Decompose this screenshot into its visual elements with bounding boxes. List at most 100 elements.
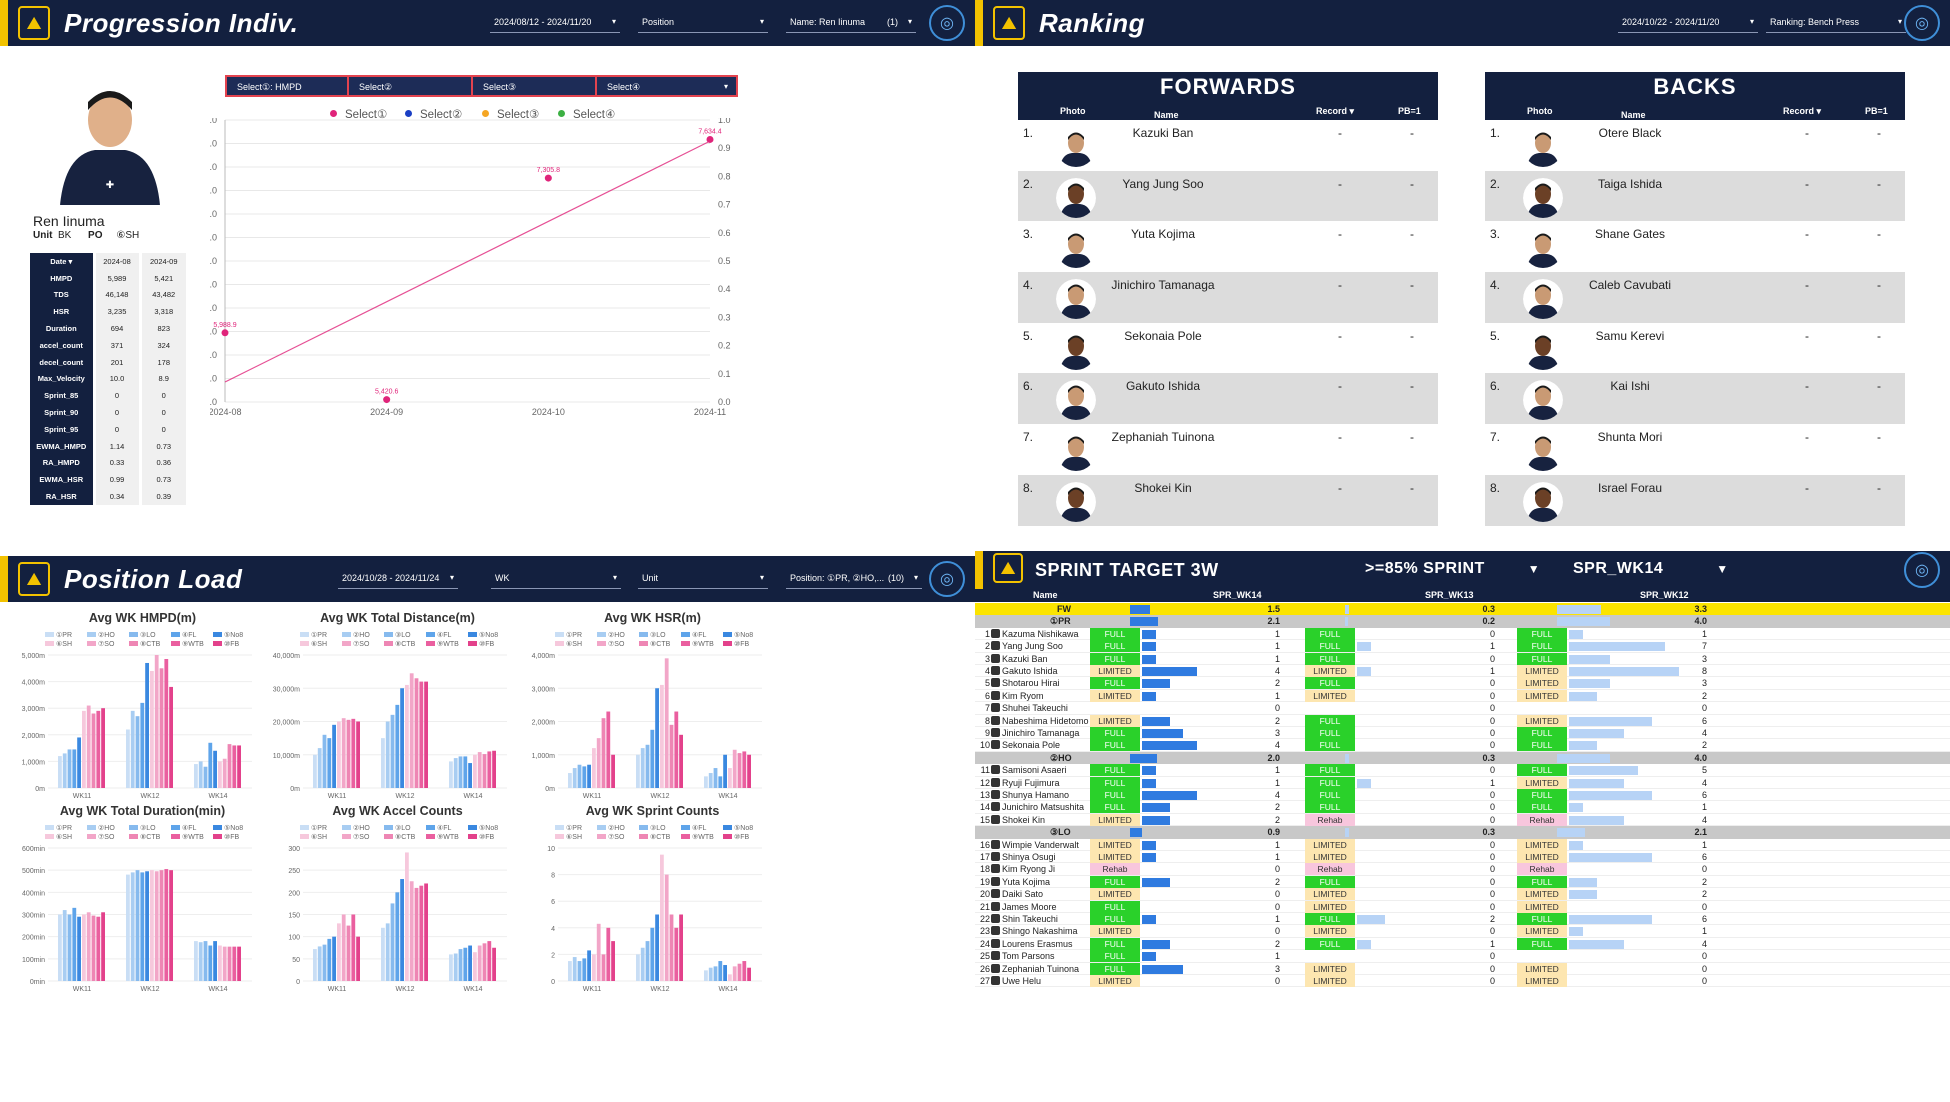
bar[interactable] [424, 883, 428, 981]
bar[interactable] [650, 927, 655, 981]
bar[interactable] [636, 754, 640, 788]
bar[interactable] [742, 961, 747, 981]
data-point[interactable] [383, 396, 391, 404]
bar[interactable] [67, 914, 72, 982]
bar[interactable] [86, 705, 91, 788]
bar[interactable] [154, 871, 159, 981]
bar[interactable] [208, 742, 213, 788]
bar[interactable] [487, 751, 492, 788]
bar[interactable] [713, 768, 718, 788]
bar[interactable] [640, 748, 645, 788]
bar[interactable] [409, 673, 414, 788]
bar[interactable] [58, 914, 62, 982]
bar[interactable] [582, 766, 587, 788]
bar[interactable] [655, 688, 659, 788]
bar[interactable] [101, 708, 105, 788]
bar[interactable] [482, 943, 487, 981]
bar[interactable] [395, 892, 400, 981]
bar[interactable] [237, 946, 241, 981]
bar[interactable] [96, 916, 101, 981]
bar[interactable] [77, 737, 81, 788]
bar[interactable] [679, 914, 683, 982]
bar[interactable] [337, 923, 341, 981]
bar[interactable] [198, 942, 203, 981]
bar[interactable] [582, 958, 587, 981]
bar[interactable] [150, 870, 154, 981]
bar[interactable] [592, 954, 596, 981]
bar[interactable] [592, 748, 596, 788]
bar[interactable] [463, 947, 468, 981]
player-row[interactable]: 9 Jinichiro Tamanaga FULL 3 FULL 0 FULL 4 [975, 727, 1950, 740]
bar[interactable] [91, 713, 96, 788]
bar[interactable] [82, 914, 86, 982]
bar[interactable] [492, 947, 496, 981]
bar[interactable] [453, 953, 458, 981]
bar[interactable] [409, 881, 414, 981]
bar[interactable] [473, 754, 477, 788]
bar[interactable] [449, 954, 453, 981]
player-row[interactable]: 12 Ryuji Fujimura FULL 1 FULL 1 LIMITED 4 [975, 776, 1950, 789]
position-group-row[interactable]: ②HO 2.0 0.3 4.0 [975, 751, 1950, 765]
legend-item-3[interactable]: Select③ [482, 107, 539, 121]
sprint-threshold-select[interactable]: >=85% SPRINT ▼ [1365, 560, 1541, 577]
bar[interactable] [91, 915, 96, 981]
bar[interactable] [96, 710, 101, 788]
bar[interactable] [660, 684, 664, 788]
bar[interactable] [67, 749, 72, 788]
position-group-row[interactable]: ①PR 2.1 0.2 4.0 [975, 615, 1950, 628]
bar[interactable] [86, 912, 91, 981]
player-row[interactable]: 21 James Moore FULL 0 LIMITED 0 LIMITED 0 [975, 900, 1950, 913]
player-row[interactable]: 3 Kazuki Ban FULL 1 FULL 0 FULL 3 [975, 652, 1950, 665]
bar[interactable] [601, 954, 606, 981]
bar[interactable] [213, 941, 217, 981]
bar[interactable] [473, 952, 477, 981]
bar[interactable] [72, 749, 77, 788]
ranking-type-select[interactable]: Ranking: Bench Press ▾ [1766, 13, 1906, 33]
bar[interactable] [390, 903, 395, 981]
bar[interactable] [664, 874, 669, 981]
bar[interactable] [568, 961, 572, 981]
bar[interactable] [322, 734, 327, 788]
column-header[interactable]: SPR_WK14 [1213, 590, 1262, 600]
bar[interactable] [135, 716, 140, 788]
player-row[interactable]: 17 Shinya Osugi LIMITED 1 LIMITED 0 LIMITED 6 [975, 851, 1950, 864]
bar[interactable] [322, 944, 327, 981]
bar[interactable] [732, 966, 737, 981]
bar[interactable] [126, 874, 130, 981]
player-row[interactable]: 27 Uwe Helu LIMITED 0 LIMITED 0 LIMITED 0 [975, 975, 1950, 988]
bar[interactable] [645, 744, 650, 788]
bar[interactable] [313, 754, 317, 788]
bar[interactable] [419, 885, 424, 981]
bar[interactable] [130, 710, 135, 788]
bar[interactable] [385, 721, 390, 789]
player-row[interactable]: 19 Yuta Kojima FULL 2 FULL 0 FULL 2 [975, 875, 1950, 889]
metric-select-3[interactable]: Select③▾ [471, 75, 614, 97]
pl-position-select[interactable]: Position: ①PR, ②HO,... (10) ▾ [786, 569, 922, 589]
bar[interactable] [169, 686, 173, 788]
bar[interactable] [664, 658, 669, 788]
ranking-row[interactable]: 1. Otere Black - - [1485, 120, 1905, 171]
ranking-row[interactable]: 8. Israel Forau - - [1485, 474, 1905, 526]
legend-item-2[interactable]: Select② [405, 107, 462, 121]
ranking-row[interactable]: 7. Zephaniah Tuinona - - [1018, 424, 1438, 475]
bar[interactable] [737, 753, 742, 788]
bar[interactable] [737, 963, 742, 981]
ranking-row[interactable]: 4. Jinichiro Tamanaga - - [1018, 272, 1438, 323]
bar[interactable] [487, 941, 492, 981]
column-header[interactable]: Name [1033, 590, 1058, 600]
legend-item-1[interactable]: Select① [330, 107, 387, 121]
bar[interactable] [164, 658, 169, 788]
bar[interactable] [213, 750, 217, 788]
data-point[interactable] [221, 329, 229, 337]
player-row[interactable]: 10 Sekonaia Pole FULL 4 FULL 0 FULL 2 [975, 739, 1950, 752]
ranking-row[interactable]: 2. Yang Jung Soo - - [1018, 170, 1438, 222]
player-row[interactable]: 23 Shingo Nakashima LIMITED 0 LIMITED 0 LIMITE… [975, 925, 1950, 938]
bar[interactable] [159, 870, 164, 981]
fw-summary-row[interactable]: FW 1.5 0.3 3.3 [975, 603, 1950, 616]
bar[interactable] [232, 946, 237, 981]
player-row[interactable]: 4 Gakuto Ishida LIMITED 4 LIMITED 1 LIMITED 8 [975, 665, 1950, 678]
bar[interactable] [477, 945, 482, 981]
bar[interactable] [606, 711, 611, 788]
bar[interactable] [463, 756, 468, 788]
data-point[interactable] [544, 174, 552, 182]
